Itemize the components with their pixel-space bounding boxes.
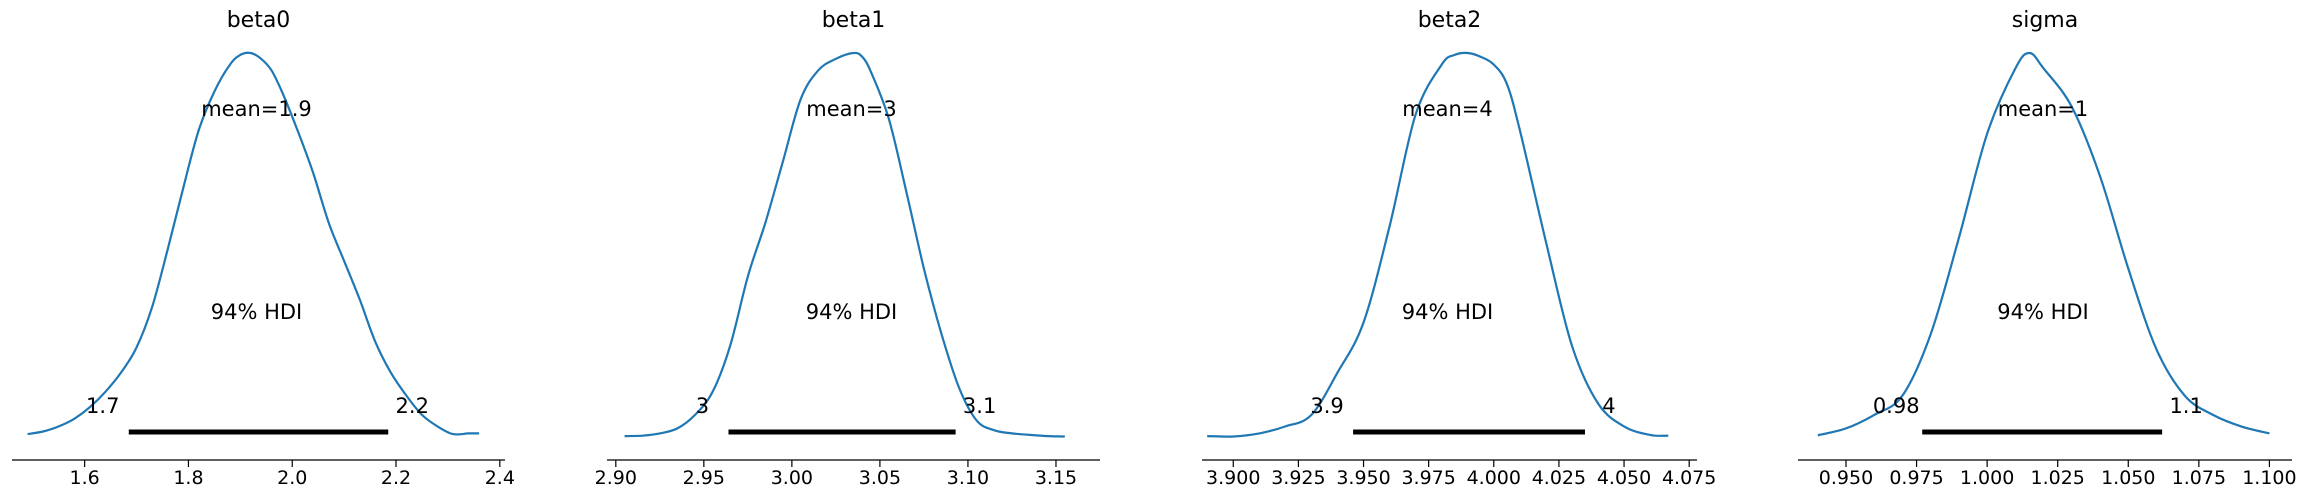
mean-label: mean=1 bbox=[1998, 97, 2089, 121]
x-tick-label: 1.075 bbox=[2172, 467, 2226, 489]
x-tick-label: 2.0 bbox=[277, 467, 307, 489]
x-tick-label: 3.975 bbox=[1401, 467, 1455, 489]
x-tick-label: 4.050 bbox=[1597, 467, 1651, 489]
density-curve bbox=[1817, 51, 2270, 437]
x-tick-label: 3.10 bbox=[947, 467, 989, 489]
x-tick-label: 4.025 bbox=[1532, 467, 1586, 489]
panel-title: beta1 bbox=[822, 8, 886, 33]
x-tick-label: 1.100 bbox=[2242, 467, 2296, 489]
x-tick-label: 2.2 bbox=[381, 467, 411, 489]
x-tick-label: 1.6 bbox=[70, 467, 100, 489]
x-tick-label: 3.925 bbox=[1271, 467, 1325, 489]
x-tick-label: 3.15 bbox=[1035, 467, 1077, 489]
density-curve bbox=[1207, 51, 1669, 438]
panel-title: beta2 bbox=[1418, 8, 1482, 33]
density-curve bbox=[27, 51, 480, 436]
mean-label: mean=1.9 bbox=[201, 97, 312, 121]
x-tick-label: 4.000 bbox=[1467, 467, 1521, 489]
x-tick-label: 1.050 bbox=[2101, 467, 2155, 489]
hdi-low-value: 3 bbox=[696, 394, 709, 418]
hdi-label: 94% HDI bbox=[1997, 300, 2089, 324]
mean-label: mean=4 bbox=[1402, 97, 1493, 121]
hdi-low-value: 1.7 bbox=[86, 394, 119, 418]
x-tick-label: 2.4 bbox=[485, 467, 515, 489]
x-tick-label: 4.075 bbox=[1662, 467, 1716, 489]
hdi-label: 94% HDI bbox=[806, 300, 898, 324]
x-tick-label: 3.950 bbox=[1336, 467, 1390, 489]
x-tick-label: 0.950 bbox=[1819, 467, 1873, 489]
hdi-label: 94% HDI bbox=[1402, 300, 1494, 324]
hdi-label: 94% HDI bbox=[211, 300, 303, 324]
hdi-high-value: 3.1 bbox=[963, 394, 996, 418]
x-tick-label: 3.900 bbox=[1206, 467, 1260, 489]
hdi-high-value: 4 bbox=[1602, 394, 1615, 418]
x-tick-label: 3.05 bbox=[859, 467, 901, 489]
x-tick-label: 2.90 bbox=[595, 467, 637, 489]
x-tick-label: 3.00 bbox=[771, 467, 813, 489]
mean-label: mean=3 bbox=[806, 97, 897, 121]
x-tick-label: 0.975 bbox=[1889, 467, 1943, 489]
x-tick-label: 2.95 bbox=[683, 467, 725, 489]
hdi-high-value: 1.1 bbox=[2169, 394, 2202, 418]
hdi-low-value: 3.9 bbox=[1310, 394, 1343, 418]
density-curve bbox=[624, 51, 1065, 438]
x-tick-label: 1.8 bbox=[173, 467, 203, 489]
hdi-high-value: 2.2 bbox=[396, 394, 429, 418]
panel-title: beta0 bbox=[227, 8, 291, 33]
x-tick-label: 1.025 bbox=[2030, 467, 2084, 489]
panel-title: sigma bbox=[2012, 8, 2078, 33]
x-tick-label: 1.000 bbox=[1960, 467, 2014, 489]
hdi-low-value: 0.98 bbox=[1873, 394, 1920, 418]
